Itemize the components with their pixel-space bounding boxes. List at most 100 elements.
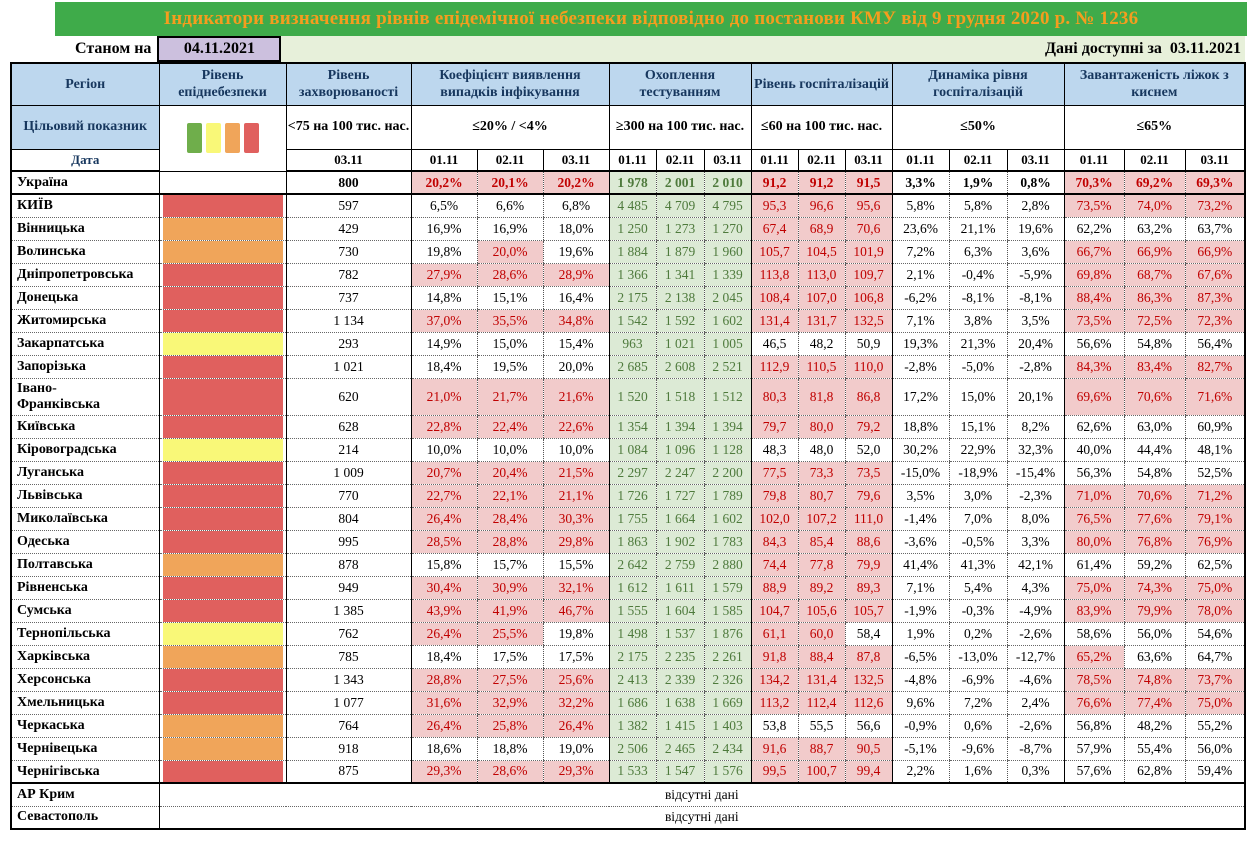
- testing-value: 2 642: [608, 553, 656, 577]
- dyn-value: 30,2%: [891, 438, 949, 462]
- hosp-value: 89,3: [844, 576, 892, 600]
- hosp-value: 77,5: [750, 461, 798, 485]
- rate-value: 429: [285, 217, 411, 241]
- risk-level-cell: [158, 217, 286, 241]
- hosp-value: 85,4: [797, 530, 845, 554]
- testing-value: 1 394: [655, 415, 704, 439]
- risk-level-swatch: [162, 530, 283, 552]
- table-row: Миколаївська 804 26,4% 28,4% 30,3% 1 755 1 664…: [10, 507, 1246, 531]
- region-name: Дніпропетровська: [10, 263, 159, 287]
- region-name: Волинська: [10, 240, 159, 264]
- hosp-value: 61,1: [750, 622, 798, 646]
- target-beds: ≤65%: [1063, 104, 1246, 150]
- rate-value: 214: [285, 438, 411, 462]
- testing-value: 2 326: [703, 668, 751, 692]
- risk-level-swatch: [162, 714, 283, 736]
- coef-value: 16,9%: [476, 217, 543, 241]
- testing-value: 2 434: [703, 737, 751, 761]
- date-rate: 03.11: [285, 148, 412, 172]
- risk-level-cell: [158, 691, 286, 715]
- rate-value: 762: [285, 622, 411, 646]
- region-name: Львівська: [10, 484, 159, 508]
- dyn-value: 20,4%: [1006, 332, 1065, 356]
- hosp-value: 104,7: [750, 599, 798, 623]
- dyn-value: 7,2%: [891, 240, 949, 264]
- title-banner: Індикатори визначення рівнів епідемічної…: [55, 2, 1247, 36]
- testing-value: 1 602: [703, 309, 751, 333]
- dyn-value: -0,5%: [948, 530, 1007, 554]
- region-name: Закарпатська: [10, 332, 159, 356]
- table-row: Одеська 995 28,5% 28,8% 29,8% 1 863 1 902 1 783…: [10, 530, 1246, 554]
- hosp-value: 60,0: [797, 622, 845, 646]
- region-name: Житомирська: [10, 309, 159, 333]
- beds-value: 76,8%: [1123, 530, 1186, 554]
- coef-value: 28,8%: [476, 530, 543, 554]
- table-row: Житомирська 1 134 37,0% 35,5% 34,8% 1 542 1 59…: [10, 309, 1246, 333]
- dyn-value: 3,6%: [1006, 240, 1065, 264]
- hosp-value: 91,8: [750, 645, 798, 669]
- risk-level-cell: [158, 438, 286, 462]
- table-row: Івано-Франківська 620 21,0% 21,7% 21,6% 1 520…: [10, 378, 1246, 416]
- dyn-value: 8,0%: [1006, 507, 1065, 531]
- hosp-value: 112,4: [797, 691, 845, 715]
- testing-value: 1 533: [608, 760, 656, 784]
- target-hosp: ≤60 на 100 тис. нас.: [750, 104, 893, 150]
- table-row-no-data: Севастополь відсутні дані: [10, 806, 1246, 830]
- testing-value: 963: [608, 332, 656, 356]
- beds-value: 77,6%: [1123, 507, 1186, 531]
- coef-value: 41,9%: [476, 599, 543, 623]
- coef-value: 25,6%: [542, 668, 609, 692]
- dyn-value: -4,9%: [1006, 599, 1065, 623]
- coef-value: 20,2%: [542, 171, 609, 195]
- coef-value: 19,8%: [542, 622, 609, 646]
- risk-level-swatch: [162, 415, 283, 437]
- hosp-value: 87,8: [844, 645, 892, 669]
- table-row: Полтавська 878 15,8% 15,7% 15,5% 2 642 2 759 2 …: [10, 553, 1246, 577]
- coef-value: 18,4%: [410, 645, 477, 669]
- date-cell: 01.11: [891, 148, 950, 172]
- dyn-value: 3,8%: [948, 309, 1007, 333]
- table-row: Рівненська 949 30,4% 30,9% 32,1% 1 612 1 611 1 …: [10, 576, 1246, 600]
- hosp-value: 56,6: [844, 714, 892, 738]
- beds-value: 66,7%: [1063, 240, 1125, 264]
- hosp-value: 106,8: [844, 286, 892, 310]
- rate-value: 995: [285, 530, 411, 554]
- testing-value: 1 542: [608, 309, 656, 333]
- hosp-value: 88,6: [844, 530, 892, 554]
- hosp-value: 131,4: [797, 668, 845, 692]
- beds-value: 75,0%: [1184, 691, 1246, 715]
- dyn-value: 2,4%: [1006, 691, 1065, 715]
- beds-value: 69,2%: [1123, 171, 1186, 195]
- dyn-value: -0,9%: [891, 714, 949, 738]
- legend-green-swatch: [186, 123, 202, 153]
- target-row-label: Цільовий показник: [10, 104, 160, 150]
- dyn-value: -15,0%: [891, 461, 949, 485]
- beds-value: 69,8%: [1063, 263, 1125, 287]
- testing-value: 1 863: [608, 530, 656, 554]
- region-name: Рівненська: [10, 576, 159, 600]
- beds-value: 69,6%: [1063, 378, 1125, 416]
- risk-level-swatch: [162, 507, 283, 529]
- dyn-value: 3,5%: [1006, 309, 1065, 333]
- beds-value: 79,9%: [1123, 599, 1186, 623]
- coef-value: 25,8%: [476, 714, 543, 738]
- col-header-hosp: Рівень госпіталізацій: [750, 62, 893, 106]
- coef-value: 6,6%: [476, 194, 543, 218]
- table-row: Чернівецька 918 18,6% 18,8% 19,0% 2 506 2 465 2…: [10, 737, 1246, 761]
- rate-value: 785: [285, 645, 411, 669]
- risk-level-cell: [158, 668, 286, 692]
- testing-value: 1 341: [655, 263, 704, 287]
- hosp-value: 91,6: [750, 737, 798, 761]
- testing-value: 1 612: [608, 576, 656, 600]
- beds-value: 71,2%: [1184, 484, 1246, 508]
- hosp-value: 80,0: [797, 415, 845, 439]
- table-row: Вінницька 429 16,9% 16,9% 18,0% 1 250 1 273 1 2…: [10, 217, 1246, 241]
- coef-value: 43,9%: [410, 599, 477, 623]
- testing-value: 1 537: [655, 622, 704, 646]
- hosp-value: 108,4: [750, 286, 798, 310]
- testing-value: 4 709: [655, 194, 704, 218]
- dyn-value: 0,2%: [948, 622, 1007, 646]
- beds-value: 63,2%: [1123, 217, 1186, 241]
- coef-value: 15,0%: [476, 332, 543, 356]
- risk-level-swatch: [162, 263, 283, 285]
